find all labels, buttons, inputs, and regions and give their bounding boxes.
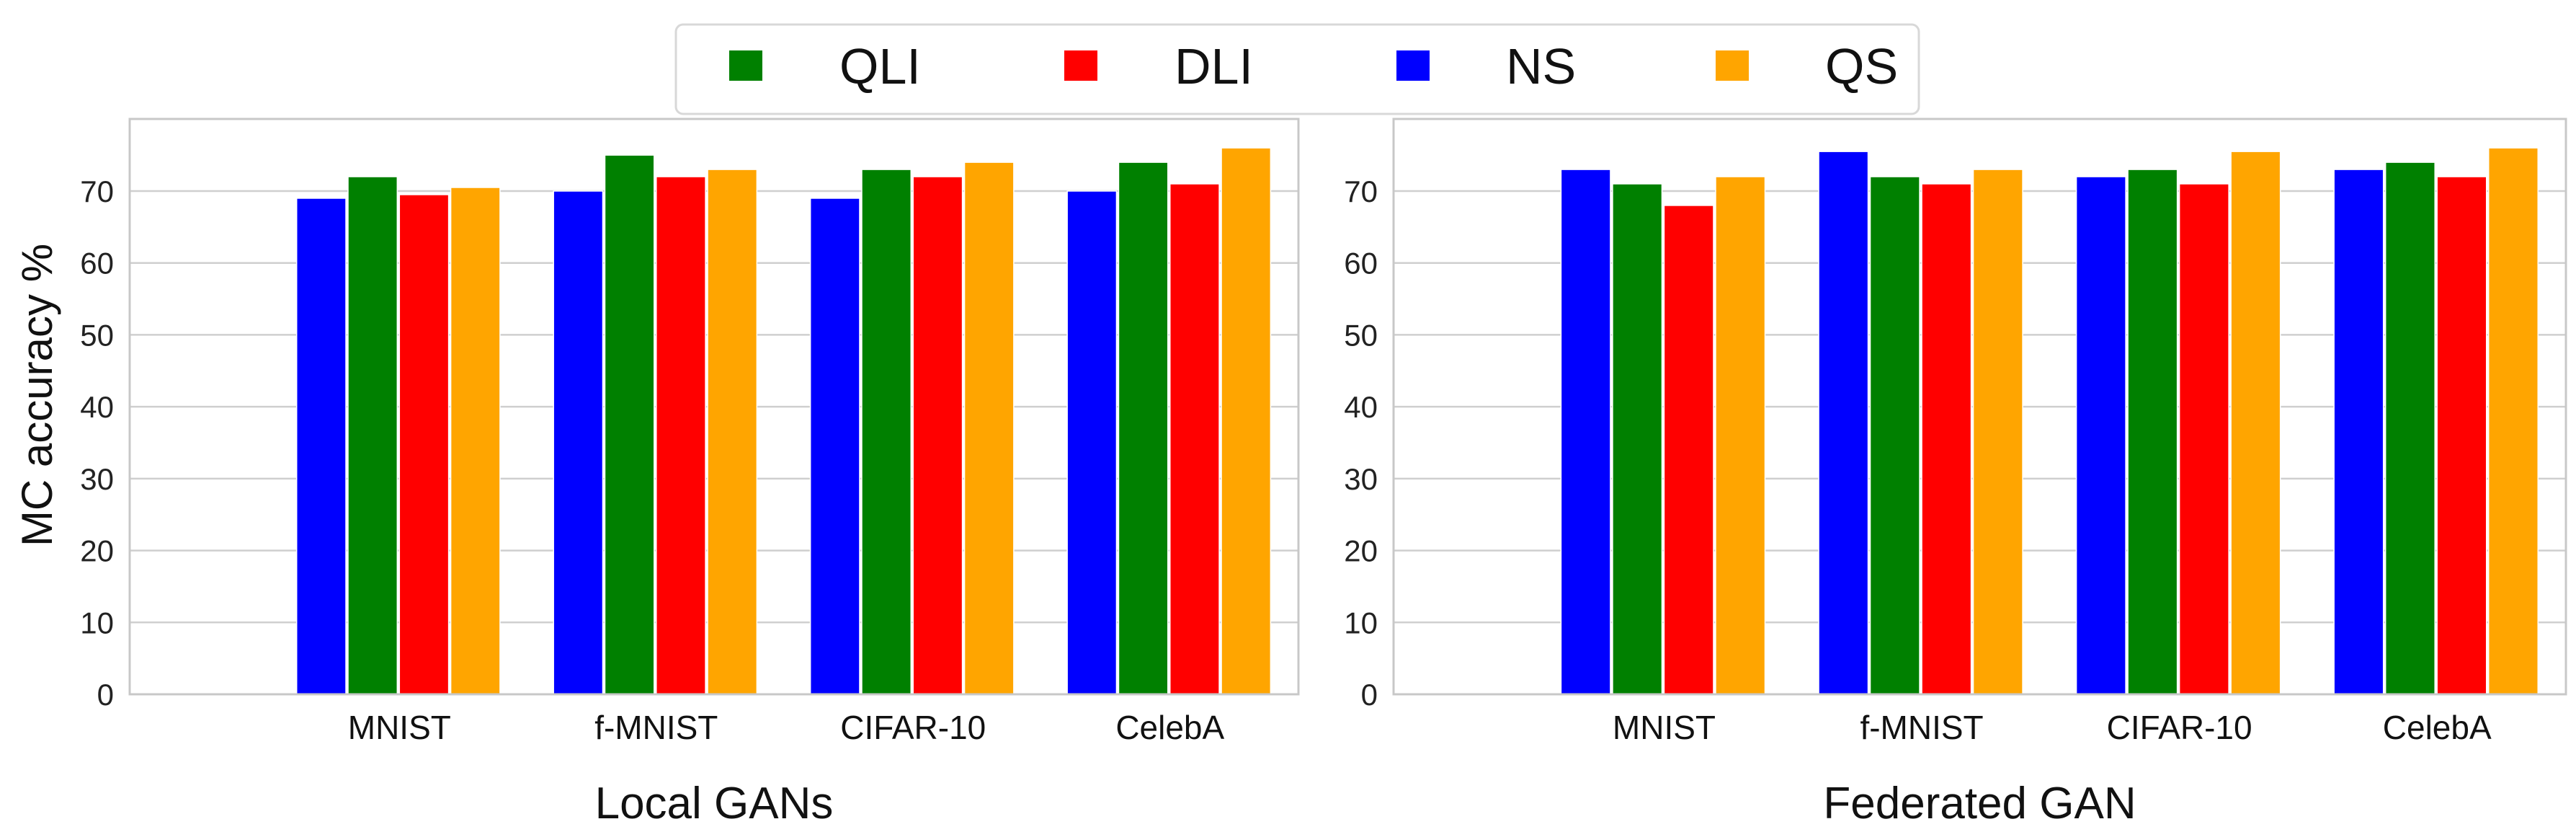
y-axis-label: MC accuracy % [13,244,61,546]
legend-entry-qs: QS [1716,38,1898,94]
bar-ns-celeba [1066,190,1118,695]
bar-qli-f-mnist [604,154,655,695]
plot-frame [1392,118,2567,696]
bar-qs-celeba [2487,147,2539,695]
bar-ns-cifar-10 [809,198,860,695]
legend-label-dli: DLI [1175,38,1253,94]
bar-qli-cifar-10 [861,169,912,695]
x-axis-label: Local GANs [595,779,834,828]
y-tick-label-0: 0 [1361,678,1378,712]
x-tick-label-cifar-10: CIFAR-10 [840,709,986,746]
x-tick-label-mnist: MNIST [348,709,451,746]
y-tick-label-10: 10 [80,606,114,640]
bar-dli-cifar-10 [2178,183,2229,695]
y-tick-label-40: 40 [80,390,114,424]
legend-entry-ns: NS [1396,38,1576,94]
bar-ns-celeba [2333,169,2384,695]
bar-dli-mnist [1663,205,1714,695]
bar-qs-f-mnist [707,169,758,695]
bar-qli-cifar-10 [2127,169,2178,695]
legend-swatch-ns [1396,50,1430,81]
y-tick-label-30: 30 [1344,462,1378,496]
local-gans-panel: 0 10 20 30 40 50 60 70 MNIST f-MNIST CIFAR-10 Celeb… [80,118,1300,828]
bar-qs-mnist [1715,176,1766,695]
legend-label-qs: QS [1825,38,1898,94]
bar-dli-cifar-10 [912,176,963,695]
legend-swatch-qli [729,50,762,81]
y-tick-label-70: 70 [80,174,114,208]
bar-qli-mnist [1612,183,1663,695]
x-tick-label-mnist: MNIST [1613,709,1716,746]
bar-dli-celeba [1169,183,1220,695]
legend-label-ns: NS [1506,38,1576,94]
legend: QLI DLI NS QS [674,23,1920,115]
bar-dli-mnist [398,194,450,695]
x-tick-label-celeba: CelebA [1115,709,1224,746]
legend-entry-qli: QLI [729,38,921,94]
legend-label-qli: QLI [839,38,921,94]
y-tick-label-50: 50 [80,318,114,352]
y-tick-label-0: 0 [97,678,114,712]
legend-box [674,23,1920,115]
y-tick-label-40: 40 [1344,390,1378,424]
bar-qs-f-mnist [1972,169,2023,695]
bar-qs-celeba [1221,147,1272,695]
bar-ns-mnist [1560,169,1611,695]
legend-entry-dli: DLI [1064,38,1253,94]
y-tick-label-20: 20 [80,534,114,568]
bar-qli-celeba [1118,161,1169,695]
x-tick-label-cifar-10: CIFAR-10 [2107,709,2252,746]
y-tick-label-30: 30 [80,462,114,496]
bar-dli-f-mnist [1921,183,1972,695]
y-tick-label-60: 60 [1344,247,1378,280]
y-tick-label-20: 20 [1344,534,1378,568]
bar-dli-celeba [2436,176,2487,695]
bar-qs-cifar-10 [2230,151,2281,695]
bar-qli-mnist [347,176,398,695]
federated-gan-panel: 0 10 20 30 40 50 60 70 MNIST f-MNIST CIFAR-10 Celeb… [1344,118,2567,828]
x-tick-label-celeba: CelebA [2383,709,2492,746]
y-tick-label-50: 50 [1344,318,1378,352]
y-tick-label-60: 60 [80,247,114,280]
bar-ns-f-mnist [1818,151,1869,695]
plot-frame [128,118,1300,696]
bar-qs-cifar-10 [963,161,1015,695]
bar-qs-mnist [450,187,501,695]
bar-qli-f-mnist [1869,176,1920,695]
x-tick-label-f-mnist: f-MNIST [594,709,718,746]
bar-ns-mnist [295,198,347,695]
bar-ns-cifar-10 [2075,176,2126,695]
y-tick-label-10: 10 [1344,606,1378,640]
bar-qli-celeba [2384,161,2435,695]
legend-swatch-qs [1716,50,1749,81]
y-tick-label-70: 70 [1344,174,1378,208]
x-tick-label-f-mnist: f-MNIST [1860,709,1983,746]
bar-dli-f-mnist [656,176,706,695]
bar-ns-f-mnist [553,190,604,695]
legend-swatch-dli [1064,50,1097,81]
x-axis-label: Federated GAN [1823,779,2136,828]
